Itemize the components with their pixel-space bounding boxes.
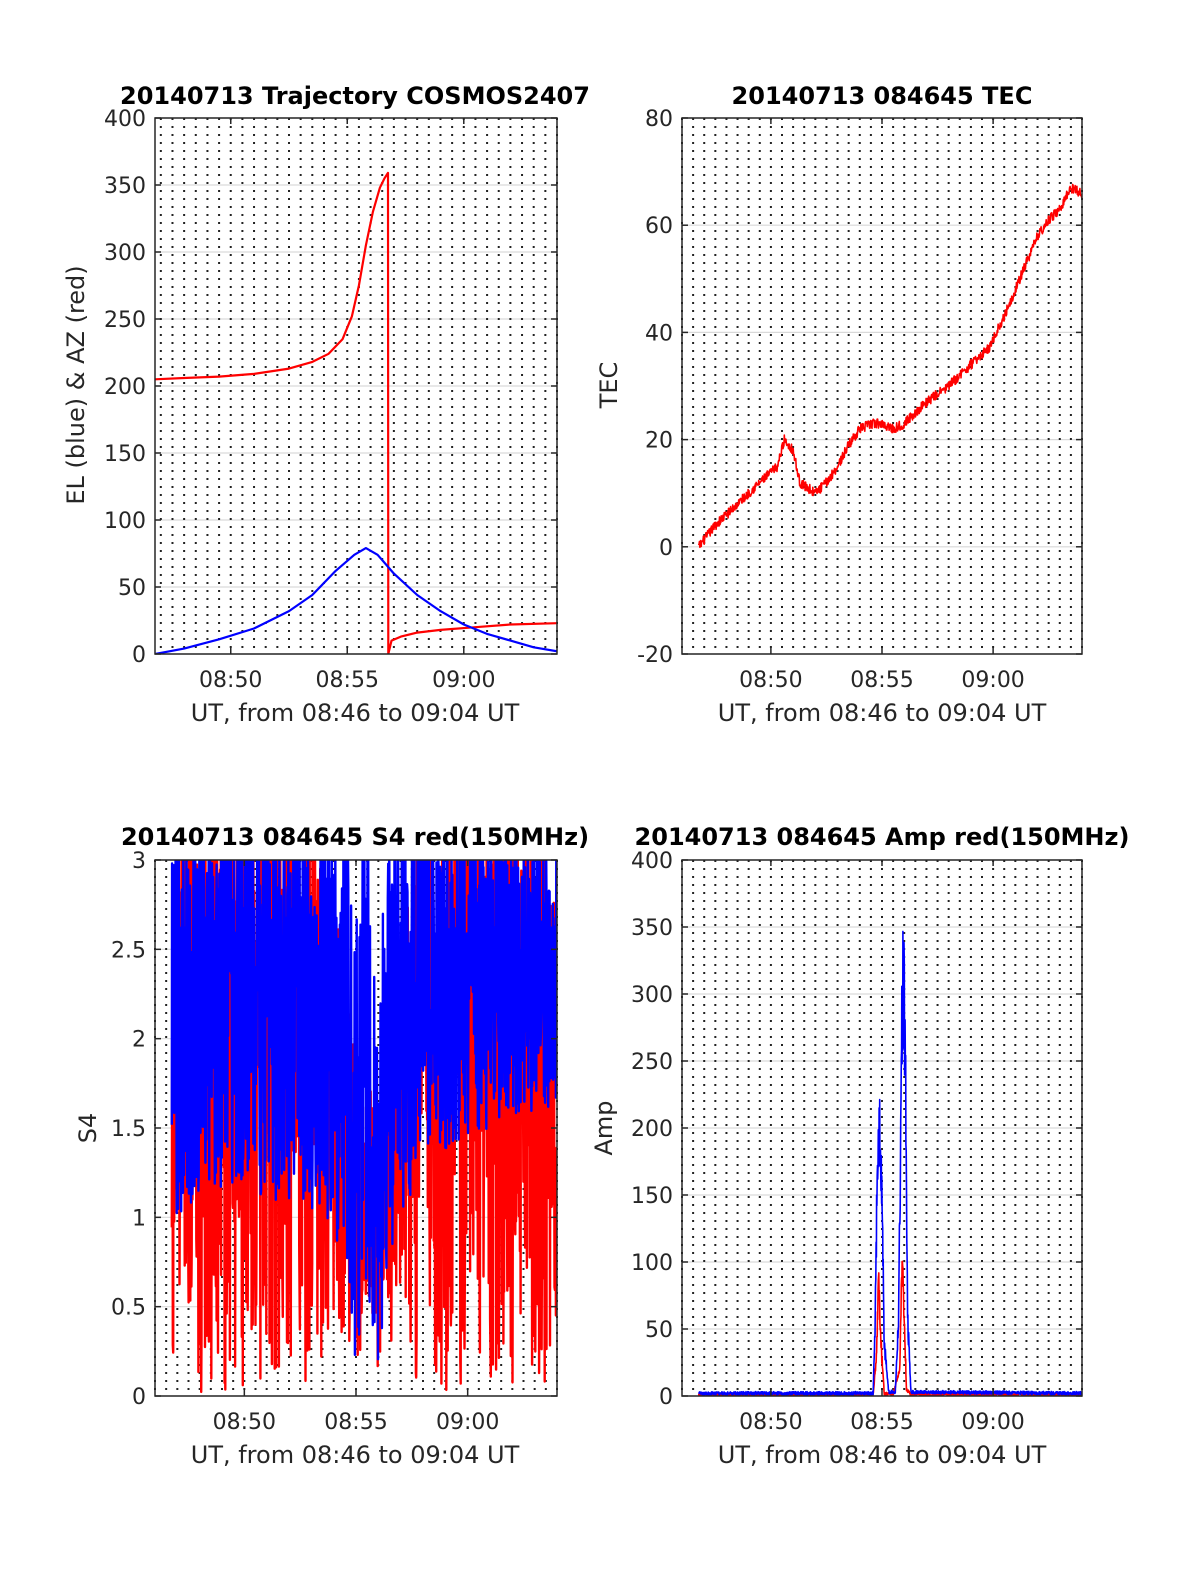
trajectory-ytick-label: 350 bbox=[104, 174, 146, 199]
trajectory-ytick-label: 50 bbox=[118, 576, 146, 601]
tec-ylabel: TEC bbox=[595, 362, 623, 410]
amp-ytick-label: 400 bbox=[631, 849, 673, 874]
tec-xlabel: UT, from 08:46 to 09:04 UT bbox=[718, 699, 1047, 727]
s4-xtick-label: 08:55 bbox=[324, 1410, 387, 1435]
tec-ytick-label: 60 bbox=[645, 214, 673, 239]
tec-xtick-label: 09:00 bbox=[961, 668, 1024, 693]
tec-ytick-label: 80 bbox=[645, 107, 673, 132]
tec-title: 20140713 084645 TEC bbox=[732, 82, 1033, 110]
s4-ytick-label: 1.5 bbox=[111, 1117, 146, 1142]
trajectory-xtick-label: 08:50 bbox=[199, 668, 262, 693]
amp-xtick-label: 09:00 bbox=[961, 1410, 1024, 1435]
amp-xtick-label: 08:50 bbox=[739, 1410, 802, 1435]
trajectory-series-0 bbox=[155, 171, 557, 654]
amp-ytick-label: 50 bbox=[645, 1318, 673, 1343]
s4-ytick-label: 3 bbox=[132, 849, 146, 874]
s4-ytick-label: 2 bbox=[132, 1028, 146, 1053]
trajectory-ytick-label: 200 bbox=[104, 375, 146, 400]
tec-xtick-label: 08:55 bbox=[850, 668, 913, 693]
tec-xtick-label: 08:50 bbox=[739, 668, 802, 693]
amp-title: 20140713 084645 Amp red(150MHz) bbox=[635, 823, 1130, 851]
trajectory-ytick-label: 250 bbox=[104, 308, 146, 333]
tec-panel: -20 0 20 40 60 80 08:50 08:55 09:00 20140713 084… bbox=[595, 82, 1083, 727]
amp-ytick-label: 100 bbox=[631, 1251, 673, 1276]
s4-xtick-label: 08:50 bbox=[213, 1410, 276, 1435]
amp-ytick-label: 300 bbox=[631, 983, 673, 1008]
trajectory-ytick-label: 400 bbox=[104, 107, 146, 132]
trajectory-xtick-label: 08:55 bbox=[316, 668, 379, 693]
amp-ytick-label: 350 bbox=[631, 916, 673, 941]
trajectory-ylabel: EL (blue) & AZ (red) bbox=[62, 265, 90, 504]
s4-ytick-label: 2.5 bbox=[111, 938, 146, 963]
trajectory-ytick-label: 0 bbox=[132, 643, 146, 668]
amp-ytick-label: 0 bbox=[659, 1385, 673, 1410]
tec-series-0 bbox=[697, 183, 1082, 549]
trajectory-ytick-label: 150 bbox=[104, 442, 146, 467]
amp-ytick-label: 250 bbox=[631, 1050, 673, 1075]
s4-panel: 0 0.5 1 1.5 2 2.5 3 08:50 08:55 09:00 20140713 08… bbox=[74, 823, 589, 1469]
amp-ytick-label: 200 bbox=[631, 1117, 673, 1142]
s4-title: 20140713 084645 S4 red(150MHz) bbox=[121, 823, 589, 851]
trajectory-xtick-label: 09:00 bbox=[432, 668, 495, 693]
trajectory-series-1 bbox=[155, 547, 557, 654]
s4-ylabel: S4 bbox=[74, 1113, 102, 1144]
tec-ytick-label: 0 bbox=[659, 536, 673, 561]
s4-ytick-label: 0.5 bbox=[111, 1296, 146, 1321]
tec-ytick-label: 40 bbox=[645, 321, 673, 346]
amp-xtick-label: 08:55 bbox=[850, 1410, 913, 1435]
s4-ytick-label: 0 bbox=[132, 1385, 146, 1410]
trajectory-ytick-label: 300 bbox=[104, 241, 146, 266]
s4-xlabel: UT, from 08:46 to 09:04 UT bbox=[191, 1441, 520, 1469]
trajectory-ytick-label: 100 bbox=[104, 509, 146, 534]
trajectory-xlabel: UT, from 08:46 to 09:04 UT bbox=[191, 699, 520, 727]
s4-xtick-label: 09:00 bbox=[436, 1410, 499, 1435]
trajectory-title: 20140713 Trajectory COSMOS2407 bbox=[120, 82, 590, 110]
s4-series-1 bbox=[170, 860, 557, 1361]
tec-ytick-label: -20 bbox=[637, 643, 673, 668]
amp-ylabel: Amp bbox=[590, 1100, 618, 1155]
tec-ytick-label: 20 bbox=[645, 429, 673, 454]
amp-xlabel: UT, from 08:46 to 09:04 UT bbox=[718, 1441, 1047, 1469]
amp-ytick-label: 150 bbox=[631, 1184, 673, 1209]
s4-ytick-label: 1 bbox=[132, 1206, 146, 1231]
amp-series-1 bbox=[697, 930, 1082, 1396]
